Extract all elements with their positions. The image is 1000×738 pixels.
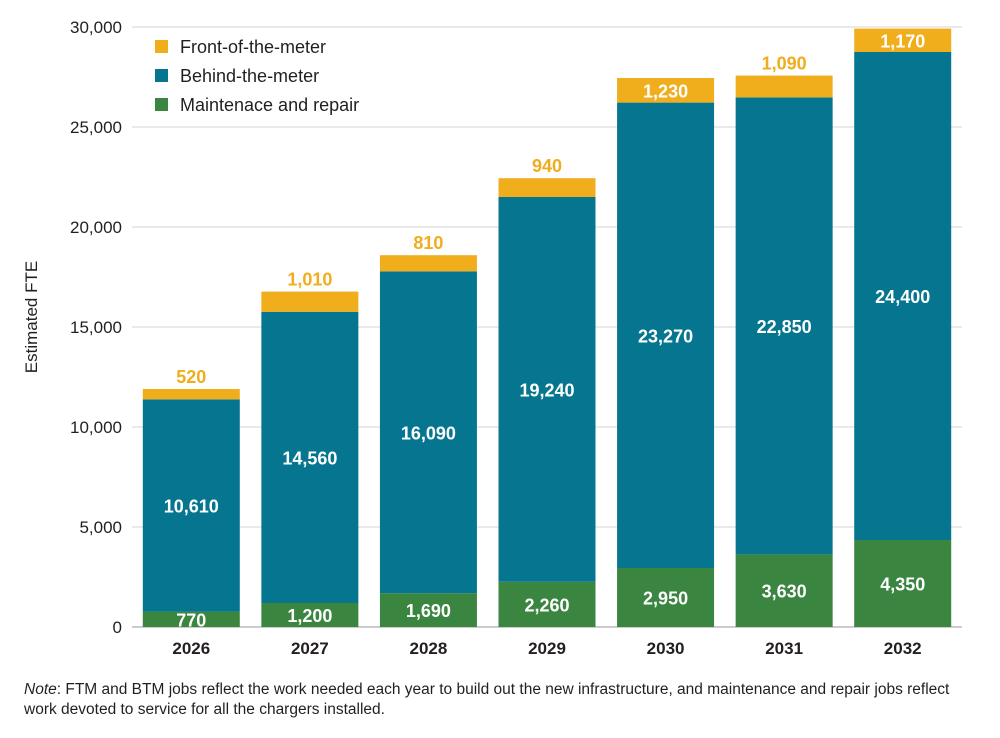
note-label: Note xyxy=(24,681,57,698)
bar-segment xyxy=(498,178,596,197)
y-tick-label: 0 xyxy=(113,618,122,637)
bar-segment xyxy=(379,271,477,594)
stacked-bar-chart: 0 5,000 10,000 15,000 20,000 25,000 30,000 Est… xyxy=(22,18,962,658)
footnote: Note: FTM and BTM jobs reflect the work … xyxy=(24,680,984,720)
bar-segment xyxy=(735,97,833,555)
x-tick-label: 2031 xyxy=(765,639,803,658)
x-tick-label: 2030 xyxy=(647,639,685,658)
legend-label: Behind-the-meter xyxy=(180,66,319,86)
bar-segment xyxy=(498,581,596,627)
legend-label: Front-of-the-meter xyxy=(180,37,326,57)
x-tick-label: 2026 xyxy=(172,639,210,658)
bar-segment xyxy=(379,593,477,627)
data-label: 1,200 xyxy=(287,606,332,626)
data-label: 14,560 xyxy=(282,448,337,468)
y-axis-title: Estimated FTE xyxy=(22,261,41,373)
y-axis: 0 5,000 10,000 15,000 20,000 25,000 30,000 xyxy=(70,18,122,637)
data-label: 1,170 xyxy=(880,31,925,51)
bar-segment xyxy=(142,611,240,627)
bar-segment xyxy=(617,102,715,568)
data-label: 770 xyxy=(176,610,206,630)
bar-segment xyxy=(735,75,833,98)
data-label: 2,950 xyxy=(643,589,688,609)
data-label: 19,240 xyxy=(519,380,574,400)
data-label: 16,090 xyxy=(401,423,456,443)
bar-segment xyxy=(142,389,240,400)
y-tick-label: 10,000 xyxy=(70,418,122,437)
bar-segment xyxy=(498,197,596,582)
data-label: 520 xyxy=(176,367,206,387)
data-label: 1,230 xyxy=(643,81,688,101)
x-tick-label: 2029 xyxy=(528,639,566,658)
x-axis: 2026 2027 2028 2029 2030 2031 2032 xyxy=(172,639,921,658)
bar-segment xyxy=(854,28,952,52)
bar-segment xyxy=(617,568,715,627)
legend-swatch xyxy=(155,98,168,111)
data-label: 3,630 xyxy=(762,582,807,602)
note-text: : FTM and BTM jobs reflect the work need… xyxy=(24,681,950,718)
bar-segment xyxy=(735,554,833,627)
y-tick-label: 20,000 xyxy=(70,218,122,237)
data-label: 940 xyxy=(532,156,562,176)
legend-swatch xyxy=(155,40,168,53)
bar-segment xyxy=(261,291,359,312)
data-label: 24,400 xyxy=(875,287,930,307)
bar-segment xyxy=(142,399,240,612)
legend-label: Maintenace and repair xyxy=(180,95,359,115)
x-tick-label: 2028 xyxy=(410,639,448,658)
data-label: 1,690 xyxy=(406,601,451,621)
data-label: 2,260 xyxy=(524,595,569,615)
bar-segment xyxy=(379,255,477,272)
bar-segment xyxy=(854,540,952,627)
bar-segment xyxy=(261,311,359,603)
data-label: 810 xyxy=(413,233,443,253)
data-label: 4,350 xyxy=(880,575,925,595)
data-label: 22,850 xyxy=(757,317,812,337)
data-label: 1,090 xyxy=(762,54,807,74)
data-label: 10,610 xyxy=(164,497,219,517)
bar-segment xyxy=(261,603,359,627)
legend: Front-of-the-meter Behind-the-meter Mainte… xyxy=(155,37,359,115)
y-tick-label: 25,000 xyxy=(70,118,122,137)
data-label: 1,010 xyxy=(287,270,332,290)
bars: 770 10,610 520 1,200 14,560 1,010 1,690 16,090 8… xyxy=(142,28,952,630)
x-tick-label: 2032 xyxy=(884,639,922,658)
data-label: 23,270 xyxy=(638,326,693,346)
bar-segment xyxy=(854,52,952,540)
y-tick-label: 15,000 xyxy=(70,318,122,337)
x-tick-label: 2027 xyxy=(291,639,329,658)
bar-segment xyxy=(617,78,715,103)
y-tick-label: 5,000 xyxy=(79,518,122,537)
legend-swatch xyxy=(155,69,168,82)
y-tick-label: 30,000 xyxy=(70,18,122,37)
